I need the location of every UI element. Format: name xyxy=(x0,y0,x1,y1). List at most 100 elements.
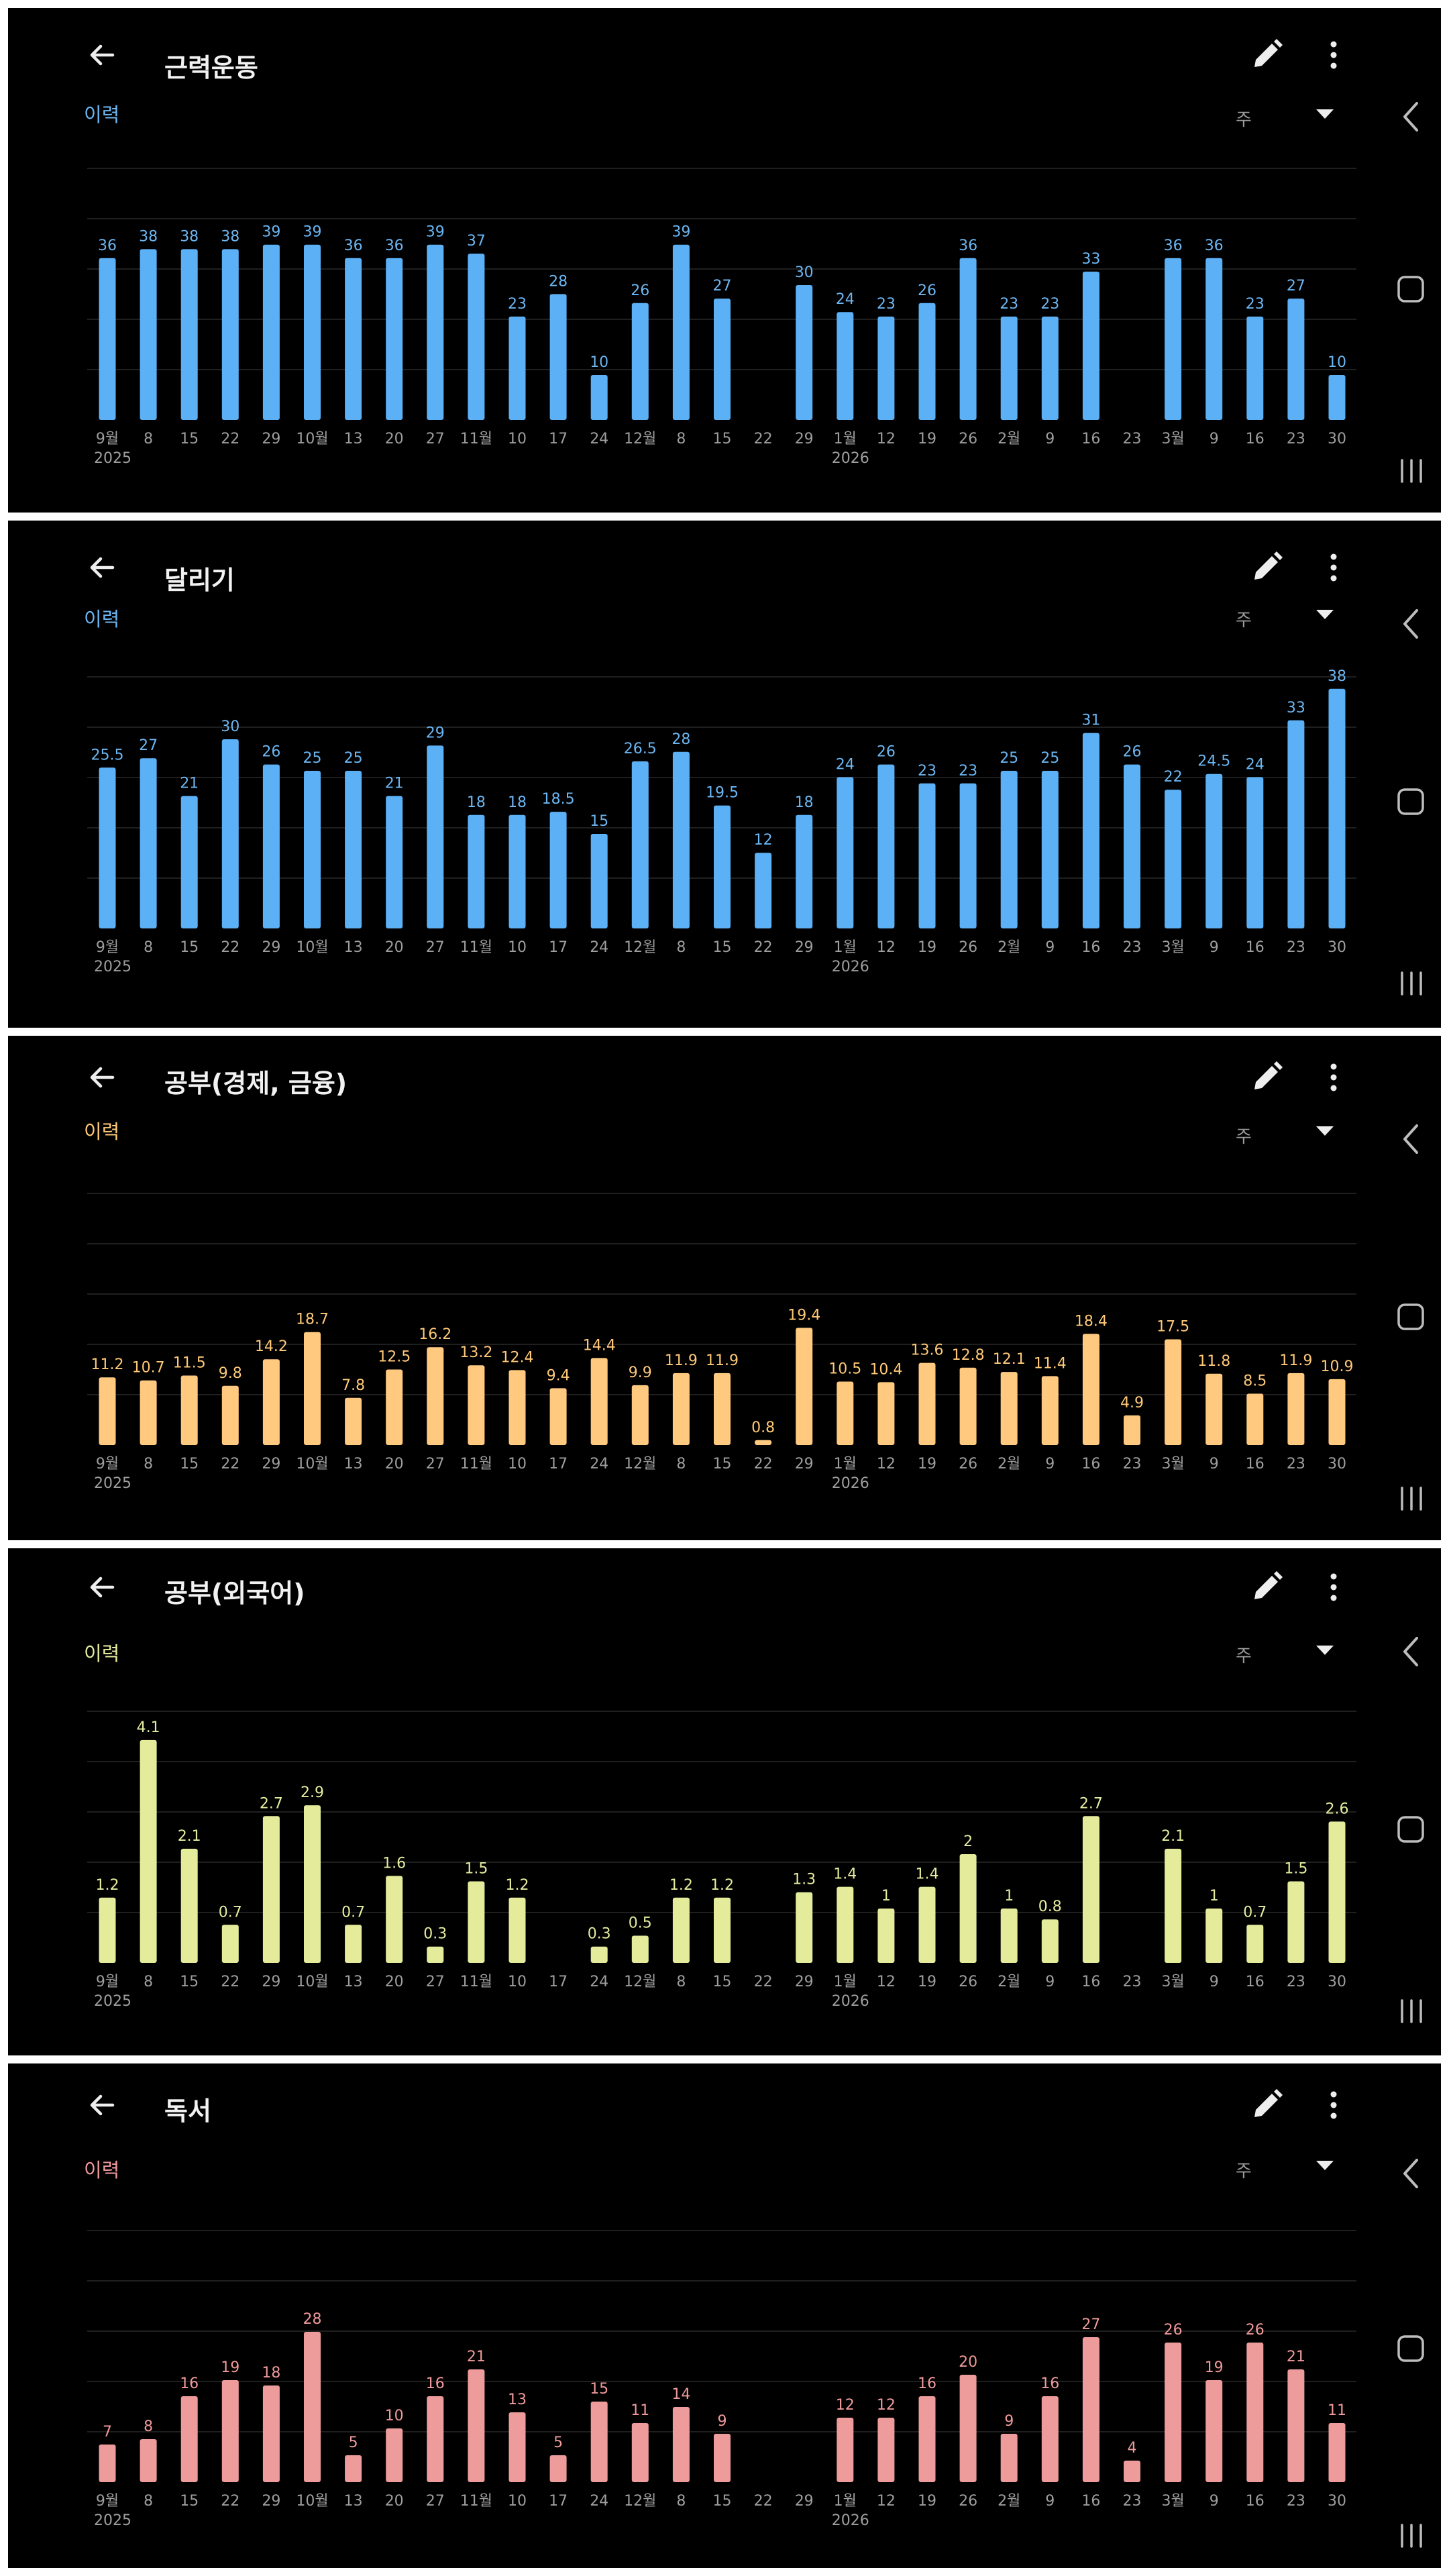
data-label: 1.5 xyxy=(1284,1861,1307,1878)
bar xyxy=(345,771,362,928)
back-arrow-icon[interactable] xyxy=(87,40,117,70)
data-label: 1.5 xyxy=(464,1861,488,1878)
data-label: 10.4 xyxy=(869,1361,902,1378)
chevron-down-icon[interactable] xyxy=(1315,2159,1335,2172)
nav-back-icon[interactable] xyxy=(1401,1123,1421,1155)
nav-home-icon[interactable] xyxy=(1397,2334,1425,2363)
bar xyxy=(345,1397,362,1445)
x-tick-label: 15 xyxy=(713,1974,732,1990)
more-options-icon[interactable] xyxy=(1327,1571,1340,1603)
data-label: 39 xyxy=(426,224,445,241)
period-select-value[interactable]: 주 xyxy=(1236,610,1252,631)
pencil-edit-icon[interactable] xyxy=(1249,1060,1284,1095)
x-tick-label: 12 xyxy=(877,1974,896,1990)
data-label: 25 xyxy=(344,750,363,767)
data-label: 1 xyxy=(1004,1888,1014,1904)
chevron-down-icon[interactable] xyxy=(1315,608,1335,621)
bar xyxy=(918,2396,936,2482)
more-options-icon[interactable] xyxy=(1327,1061,1340,1093)
x-tick-label: 13 xyxy=(344,939,363,956)
data-label: 27 xyxy=(139,737,158,754)
nav-home-icon[interactable] xyxy=(1397,1815,1425,1843)
more-options-icon[interactable] xyxy=(1327,39,1340,71)
x-tick-label: 29 xyxy=(795,1974,814,1990)
bar-chart: 25.5 9월 27 8 21 15 30 22 26 29 25 10월 25 13 21 20 29 27 18… xyxy=(87,668,1356,975)
data-label: 23 xyxy=(918,763,936,780)
x-tick-label: 8 xyxy=(676,431,686,447)
bar xyxy=(877,2418,895,2482)
back-arrow-icon[interactable] xyxy=(87,553,117,582)
pencil-edit-icon[interactable] xyxy=(1249,550,1284,585)
nav-home-icon[interactable] xyxy=(1397,1303,1425,1331)
data-label: 12 xyxy=(754,832,773,849)
history-label[interactable]: 이력 xyxy=(84,103,120,126)
history-label[interactable]: 이력 xyxy=(84,608,120,631)
nav-recents-icon[interactable] xyxy=(1398,2522,1425,2549)
nav-home-icon[interactable] xyxy=(1397,275,1425,303)
data-label: 19 xyxy=(221,2359,239,2376)
x-tick-label: 9 xyxy=(1210,1974,1219,1990)
period-select-value[interactable]: 주 xyxy=(1236,1646,1252,1666)
x-tick-label: 12월 xyxy=(624,1974,656,1990)
data-label: 16 xyxy=(180,2375,199,2392)
data-label: 15 xyxy=(590,2381,608,2398)
x-tick-label: 3월 xyxy=(1161,1974,1184,1990)
period-select-value[interactable]: 주 xyxy=(1236,110,1252,130)
nav-home-icon[interactable] xyxy=(1397,788,1425,816)
bar xyxy=(427,1946,444,1963)
x-tick-label: 1월 xyxy=(834,1456,857,1472)
nav-back-icon[interactable] xyxy=(1401,608,1421,640)
history-label[interactable]: 이력 xyxy=(84,1642,120,1665)
pencil-edit-icon[interactable] xyxy=(1249,2088,1284,2123)
more-options-icon[interactable] xyxy=(1327,2089,1340,2121)
back-arrow-icon[interactable] xyxy=(87,1572,117,1602)
bar xyxy=(1082,271,1099,420)
chevron-down-icon[interactable] xyxy=(1315,1124,1335,1138)
bar xyxy=(1287,1881,1305,1963)
x-tick-label: 12 xyxy=(877,431,896,447)
pencil-edit-icon[interactable] xyxy=(1249,38,1284,72)
bar xyxy=(262,1816,280,1963)
pencil-edit-icon[interactable] xyxy=(1249,1570,1284,1605)
bar xyxy=(386,796,403,928)
more-options-icon[interactable] xyxy=(1327,551,1340,584)
nav-back-icon[interactable] xyxy=(1401,1635,1421,1668)
x-tick-label: 22 xyxy=(221,1456,239,1472)
back-arrow-icon[interactable] xyxy=(87,1063,117,1092)
bar xyxy=(1287,2369,1305,2482)
back-arrow-icon[interactable] xyxy=(87,2090,117,2120)
x-tick-label: 26 xyxy=(959,431,977,447)
period-select-value[interactable]: 주 xyxy=(1236,2161,1252,2182)
data-label: 26 xyxy=(1164,2322,1183,2339)
nav-recents-icon[interactable] xyxy=(1398,970,1425,997)
x-tick-label: 12 xyxy=(877,1456,896,1472)
bar xyxy=(427,244,444,420)
x-tick-label: 23 xyxy=(1123,1456,1142,1472)
nav-recents-icon[interactable] xyxy=(1398,1998,1425,2025)
chevron-down-icon[interactable] xyxy=(1315,107,1335,121)
x-tick-label: 22 xyxy=(754,1974,773,1990)
data-label: 38 xyxy=(221,228,239,245)
nav-back-icon[interactable] xyxy=(1401,2157,1421,2190)
x-tick-label: 27 xyxy=(426,431,445,447)
x-tick-label: 16 xyxy=(1246,1974,1265,1990)
x-tick-label: 20 xyxy=(385,1456,404,1472)
x-tick-label: 3월 xyxy=(1161,2493,1184,2510)
data-label: 26 xyxy=(262,744,280,761)
data-label: 36 xyxy=(959,237,977,254)
chevron-down-icon[interactable] xyxy=(1315,1644,1335,1657)
x-tick-label: 13 xyxy=(344,1456,363,1472)
history-label[interactable]: 이력 xyxy=(84,1120,120,1143)
nav-back-icon[interactable] xyxy=(1401,101,1421,133)
data-label: 23 xyxy=(508,296,527,313)
x-tick-label: 22 xyxy=(221,1974,239,1990)
bar xyxy=(1124,2461,1140,2482)
history-label[interactable]: 이력 xyxy=(84,2159,120,2182)
page-title: 공부(경제, 금융) xyxy=(164,1069,347,1098)
nav-recents-icon[interactable] xyxy=(1398,1485,1425,1512)
nav-recents-icon[interactable] xyxy=(1398,458,1425,484)
data-label: 2.7 xyxy=(1079,1795,1103,1812)
x-tick-label: 17 xyxy=(549,431,568,447)
bar xyxy=(714,299,731,420)
period-select-value[interactable]: 주 xyxy=(1236,1127,1252,1147)
